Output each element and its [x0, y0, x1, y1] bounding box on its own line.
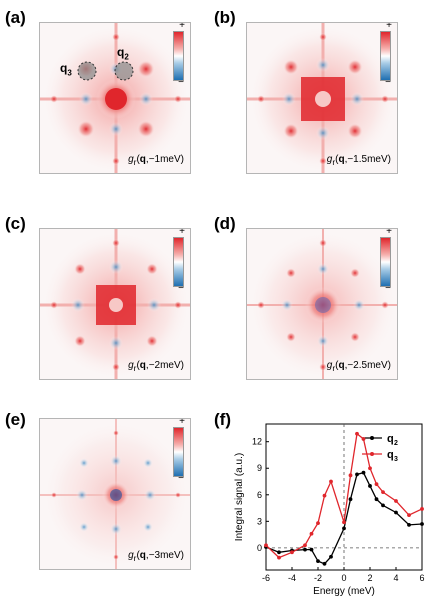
x-tick-label: -6: [262, 573, 270, 583]
y-tick-label: 3: [257, 516, 262, 526]
fourier-map-b: + − gr(q,−1.5meV): [246, 22, 398, 174]
x-tick-label: 0: [341, 573, 346, 583]
data-point-q3: [316, 521, 320, 526]
q3-marker-label: q3: [60, 61, 72, 78]
integral-signal-chart: -6 -4 -2 0 2 4 6 0 3 6 9 12 Energy (meV) Integral sig…: [234, 423, 425, 597]
data-point-q3: [309, 531, 314, 536]
colorbar-plus-d: +: [386, 228, 392, 237]
legend-marker-q2: [370, 436, 374, 440]
data-point-q3: [303, 543, 307, 548]
colorbar-plus-b: +: [386, 22, 392, 31]
legend-label-q3: q: [387, 449, 394, 461]
data-point-q3: [420, 507, 424, 511]
x-tick-label: 6: [419, 573, 424, 583]
series-line-q2: [265, 471, 423, 565]
colorbar-minus-a: −: [178, 77, 184, 88]
fourier-map-a: q3 q2 + − gr(q,−1meV): [39, 22, 191, 174]
data-point-q2: [316, 559, 320, 564]
colorbar-plus-e: +: [179, 418, 185, 427]
legend-marker-q3: [370, 452, 374, 456]
data-point-q3: [264, 543, 268, 548]
data-point-q2: [329, 554, 333, 559]
panel-label-d: (d): [214, 214, 236, 233]
data-point-q2: [277, 550, 281, 555]
y-axis-label: Integral signal (a.u.): [234, 453, 245, 541]
data-point-q2: [355, 472, 359, 477]
data-point-q3: [290, 550, 294, 555]
panel-label-a: (a): [5, 8, 26, 27]
data-point-q3: [368, 466, 372, 471]
fourier-map-d: + − gr(q,−2.5meV): [246, 228, 398, 380]
data-point-q2: [407, 522, 411, 527]
panel-label-b: (b): [214, 8, 236, 27]
x-tick-label: -2: [314, 573, 322, 583]
map-pattern-e: [40, 419, 190, 569]
data-point-q3: [394, 499, 398, 503]
x-tick-label: 2: [367, 573, 372, 583]
data-point-q3: [381, 490, 385, 495]
colorbar-minus-b: −: [385, 77, 391, 88]
legend-sub-q2: 2: [394, 440, 398, 447]
data-point-q2: [303, 547, 307, 552]
y-tick-label: 0: [257, 543, 262, 553]
colorbar-e: [173, 427, 184, 477]
map-caption-d: gr(q,−2.5meV): [326, 360, 391, 373]
map-pattern-d: [247, 229, 397, 379]
data-point-q3: [355, 431, 359, 436]
data-point-q2: [348, 497, 353, 502]
data-point-q3: [329, 479, 333, 484]
panel-label-f: (f): [214, 410, 231, 429]
map-caption-b: gr(q,−1.5meV): [326, 154, 391, 167]
data-point-q2: [368, 484, 372, 488]
data-point-q3: [342, 520, 346, 525]
colorbar-b: [380, 31, 391, 81]
map-caption-e: gr(q,−3meV): [128, 550, 184, 563]
data-point-q2: [322, 561, 327, 566]
colorbar-a: [173, 31, 184, 81]
legend-sub-q3: 3: [394, 456, 398, 463]
colorbar-minus-c: −: [178, 283, 184, 294]
map-pattern-a: [40, 23, 190, 173]
data-point-q3: [348, 473, 353, 478]
q2-marker-label: q2: [117, 45, 129, 62]
fourier-map-e: + − gr(q,−3meV): [39, 418, 191, 570]
map-caption-a: gr(q,−1meV): [128, 154, 184, 167]
series-line-q3: [265, 432, 423, 559]
data-point-q2: [420, 522, 424, 526]
y-tick-label: 9: [257, 463, 262, 473]
data-point-q3: [277, 555, 281, 560]
data-point-q2: [381, 503, 385, 508]
data-point-q2: [361, 470, 366, 475]
data-point-q3: [374, 482, 379, 487]
data-point-q3: [322, 493, 327, 498]
map-pattern-c: [40, 229, 190, 379]
colorbar-c: [173, 237, 184, 287]
data-point-q3: [407, 513, 411, 518]
colorbar-plus-a: +: [179, 22, 185, 31]
y-tick-label: 6: [257, 490, 262, 500]
x-tick-label: -4: [288, 573, 296, 583]
panel-label-c: (c): [5, 214, 26, 233]
map-pattern-b: [247, 23, 397, 173]
data-point-q2: [374, 497, 379, 502]
x-axis-label: Energy (meV): [313, 586, 375, 597]
y-tick-label: 12: [252, 437, 262, 447]
legend-label-q2: q: [387, 433, 394, 445]
colorbar-d: [380, 237, 391, 287]
data-point-q2: [309, 547, 314, 552]
data-point-q2: [394, 510, 398, 515]
x-tick-label: 4: [393, 573, 398, 583]
map-caption-c: gr(q,−2meV): [128, 360, 184, 373]
colorbar-minus-d: −: [385, 283, 391, 294]
panel-label-e: (e): [5, 410, 26, 429]
colorbar-minus-e: −: [178, 473, 184, 484]
data-point-q2: [342, 526, 346, 531]
data-point-q3: [361, 437, 366, 441]
colorbar-plus-c: +: [179, 228, 185, 237]
fourier-map-c: + − gr(q,−2meV): [39, 228, 191, 380]
